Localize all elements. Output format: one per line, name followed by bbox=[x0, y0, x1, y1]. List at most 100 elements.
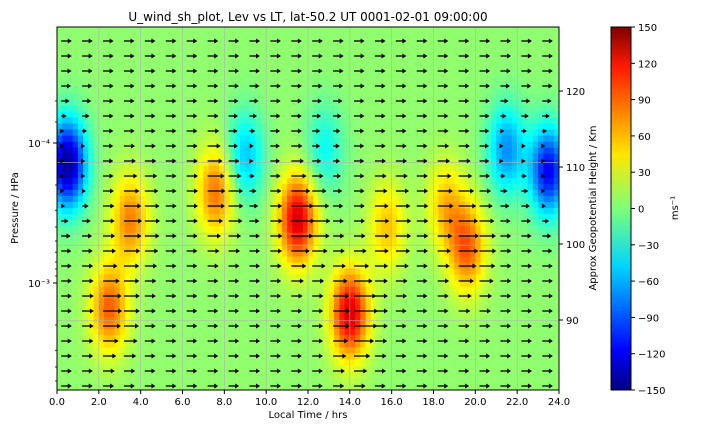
heatmap-cell bbox=[219, 310, 225, 318]
heatmap-cell bbox=[360, 63, 367, 70]
heatmap-cell bbox=[124, 81, 131, 88]
heatmap-cell bbox=[166, 298, 173, 306]
heatmap-cell bbox=[260, 365, 267, 372]
heatmap-cell bbox=[281, 87, 288, 94]
heatmap-cell bbox=[459, 328, 466, 336]
heatmap-cell bbox=[62, 208, 69, 215]
heatmap-cell bbox=[417, 268, 424, 276]
heatmap-cell bbox=[328, 310, 335, 318]
heatmap-cell bbox=[271, 87, 278, 94]
heatmap-cell bbox=[83, 347, 89, 354]
heatmap-cell bbox=[355, 50, 361, 58]
heatmap-cell bbox=[208, 383, 215, 390]
heatmap-cell bbox=[182, 268, 189, 276]
heatmap-cell bbox=[219, 322, 225, 330]
heatmap-cell bbox=[475, 44, 482, 52]
heatmap-cell bbox=[245, 250, 252, 258]
heatmap-cell bbox=[177, 383, 184, 390]
heatmap-cell bbox=[313, 105, 320, 113]
heatmap-cell bbox=[208, 75, 215, 82]
heatmap-cell bbox=[323, 105, 330, 113]
heatmap-cell bbox=[140, 171, 147, 179]
heatmap-cell bbox=[287, 135, 293, 143]
heatmap-cell bbox=[276, 371, 283, 378]
heatmap-cell bbox=[104, 99, 110, 106]
heatmap-cell bbox=[98, 63, 105, 70]
heatmap-cell bbox=[229, 226, 236, 233]
heatmap-cell bbox=[433, 135, 440, 143]
heatmap-cell bbox=[396, 316, 403, 324]
heatmap-cell bbox=[349, 183, 356, 191]
heatmap-cell bbox=[313, 129, 320, 137]
heatmap-cell bbox=[156, 268, 163, 276]
heatmap-cell bbox=[302, 75, 309, 82]
heatmap-cell bbox=[182, 69, 189, 76]
heatmap-cell bbox=[407, 38, 414, 46]
heatmap-cell bbox=[407, 141, 414, 149]
heatmap-cell bbox=[88, 347, 95, 354]
heatmap-cell bbox=[386, 256, 393, 264]
heatmap-cell bbox=[219, 147, 225, 155]
heatmap-cell bbox=[480, 208, 487, 215]
heatmap-cell bbox=[234, 250, 241, 258]
heatmap-cell bbox=[407, 377, 414, 384]
heatmap-cell bbox=[349, 50, 356, 58]
heatmap-cell bbox=[355, 274, 361, 282]
heatmap-cell bbox=[454, 129, 461, 137]
heatmap-cell bbox=[124, 274, 131, 282]
heatmap-cell bbox=[308, 304, 314, 312]
heatmap-cell bbox=[491, 50, 497, 58]
heatmap-cell bbox=[260, 256, 267, 264]
heatmap-cell bbox=[119, 147, 126, 155]
heatmap-cell bbox=[480, 316, 487, 324]
heatmap-cell bbox=[433, 383, 440, 390]
heatmap-cell bbox=[88, 274, 95, 282]
heatmap-cell bbox=[77, 238, 84, 245]
heatmap-cell bbox=[83, 147, 89, 155]
heatmap-cell bbox=[62, 238, 69, 245]
heatmap-cell bbox=[140, 135, 147, 143]
heatmap-cell bbox=[172, 135, 178, 143]
heatmap-cell bbox=[391, 244, 398, 252]
heatmap-cell bbox=[109, 75, 116, 82]
heatmap-cell bbox=[287, 341, 293, 348]
heatmap-cell bbox=[208, 371, 215, 378]
heatmap-cell bbox=[402, 147, 408, 155]
heatmap-cell bbox=[255, 50, 262, 58]
heatmap-cell bbox=[381, 377, 388, 384]
heatmap-cell bbox=[344, 57, 351, 64]
heatmap-cell bbox=[302, 208, 309, 215]
heatmap-cell bbox=[438, 226, 445, 233]
heatmap-cell bbox=[402, 87, 408, 94]
heatmap-cell bbox=[402, 359, 408, 366]
heatmap-cell bbox=[250, 177, 257, 185]
heatmap-cell bbox=[213, 196, 220, 203]
heatmap-cell bbox=[255, 171, 262, 179]
heatmap-cell bbox=[480, 328, 487, 336]
heatmap-cell bbox=[485, 69, 492, 76]
heatmap-cell bbox=[412, 268, 419, 276]
heatmap-cell bbox=[104, 244, 110, 252]
heatmap-cell bbox=[135, 153, 142, 161]
heatmap-cell bbox=[344, 177, 351, 185]
heatmap-cell bbox=[140, 50, 147, 58]
heatmap-cell bbox=[192, 238, 199, 245]
heatmap-cell bbox=[360, 111, 367, 119]
heatmap-cell bbox=[423, 365, 429, 372]
heatmap-cell bbox=[470, 153, 476, 161]
heatmap-cell bbox=[381, 129, 388, 137]
heatmap-cell bbox=[119, 93, 126, 100]
heatmap-cell bbox=[475, 304, 482, 312]
heatmap-cell bbox=[98, 189, 105, 197]
heatmap-cell bbox=[182, 226, 189, 233]
heatmap-cell bbox=[192, 87, 199, 94]
heatmap-cell bbox=[328, 316, 335, 324]
heatmap-cell bbox=[151, 256, 157, 264]
heatmap-cell bbox=[339, 141, 346, 149]
heatmap-cell bbox=[255, 141, 262, 149]
heatmap-cell bbox=[198, 238, 205, 245]
heatmap-cell bbox=[229, 214, 236, 221]
heatmap-cell bbox=[62, 159, 69, 167]
heatmap-cell bbox=[77, 44, 84, 52]
heatmap-cell bbox=[245, 44, 252, 52]
